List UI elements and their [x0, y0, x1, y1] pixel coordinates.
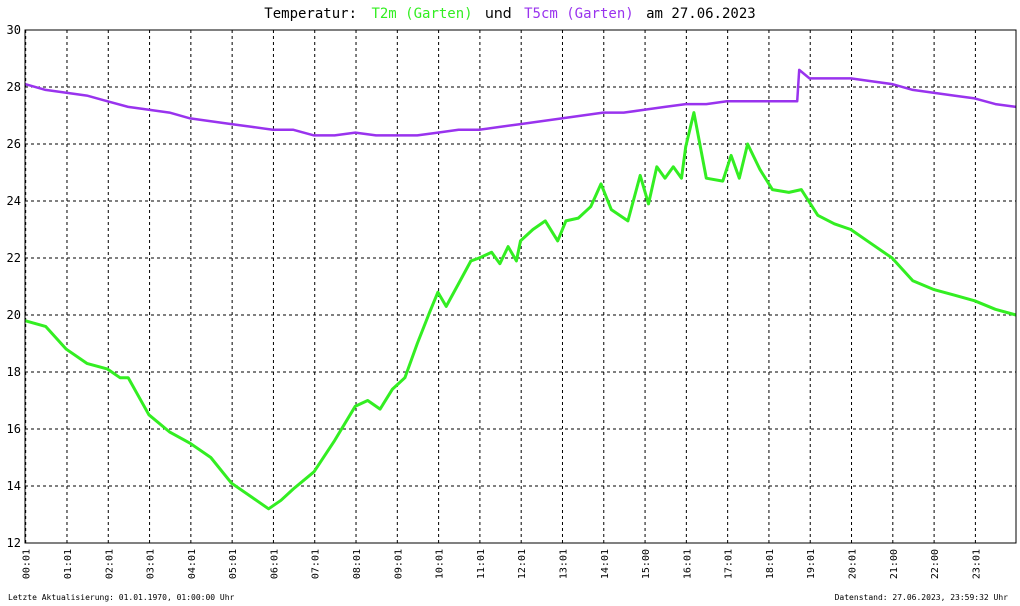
- chart-title: Temperatur: T2m (Garten) und T5cm (Garte…: [264, 6, 755, 22]
- y-tick-label: 12: [7, 536, 21, 550]
- series-line-t2m: [24, 111, 1017, 511]
- x-tick-label: 10:01: [435, 549, 446, 579]
- last-update-text: Letzte Aktualisierung: 01.01.1970, 01:00…: [8, 593, 235, 602]
- series-line-t5cm: [24, 68, 1017, 137]
- x-tick-label: 17:01: [724, 549, 735, 579]
- x-tick-label: 21:00: [889, 549, 900, 579]
- x-tick-label: 22:00: [930, 549, 941, 579]
- data-status-text: Datenstand: 27.06.2023, 23:59:32 Uhr: [834, 593, 1008, 602]
- series-layer: [24, 68, 1017, 511]
- title-series1: T2m (Garten): [371, 6, 472, 22]
- y-tick-label: 20: [7, 308, 21, 322]
- y-tick-label: 28: [7, 80, 21, 94]
- title-prefix: Temperatur:: [264, 6, 357, 22]
- x-tick-label: 09:01: [393, 549, 404, 579]
- x-tick-label: 05:01: [228, 549, 239, 579]
- title-suffix: am 27.06.2023: [646, 6, 756, 22]
- x-tick-label: 23:01: [971, 549, 982, 579]
- x-tick-label: 18:01: [765, 549, 776, 579]
- plot-frame: [24, 29, 1017, 544]
- axis-labels: 12 14 16 18 20 22 24 26 28 30 00:01 01:01 02:01 03:01…: [7, 23, 983, 579]
- y-tick-label: 24: [7, 194, 21, 208]
- x-tick-label: 01:01: [63, 549, 74, 579]
- title-series2: T5cm (Garten): [524, 6, 634, 22]
- title-join: und: [485, 6, 512, 22]
- y-tick-label: 14: [7, 479, 21, 493]
- y-tick-label: 22: [7, 251, 21, 265]
- y-tick-label: 30: [7, 23, 21, 37]
- x-tick-label: 07:01: [311, 549, 322, 579]
- x-tick-label: 11:01: [476, 549, 487, 579]
- x-tick-label: 13:01: [558, 549, 569, 579]
- x-tick-label: 14:01: [600, 549, 611, 579]
- x-tick-label: 06:01: [269, 549, 280, 579]
- x-tick-label: 00:01: [22, 549, 33, 579]
- y-tick-label: 26: [7, 137, 21, 151]
- x-tick-label: 16:01: [682, 549, 693, 579]
- y-tick-label: 18: [7, 365, 21, 379]
- x-tick-label: 19:01: [806, 549, 817, 579]
- x-tick-label: 08:01: [352, 549, 363, 579]
- x-tick-label: 12:01: [517, 549, 528, 579]
- x-tick-label: 20:01: [848, 549, 859, 579]
- x-tick-label: 15:00: [641, 549, 652, 579]
- y-tick-label: 16: [7, 422, 21, 436]
- x-tick-label: 03:01: [146, 549, 157, 579]
- x-tick-label: 04:01: [187, 549, 198, 579]
- grid: [25, 30, 1016, 543]
- x-tick-label: 02:01: [104, 549, 115, 579]
